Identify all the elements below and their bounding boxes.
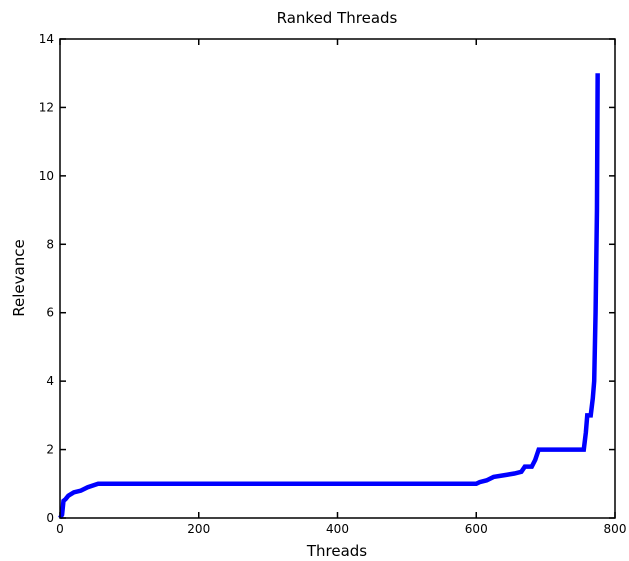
y-tick-label: 8	[46, 237, 54, 251]
axis-tick-labels: 0 200 400 600 800 0 2 4 6 8 10 12 14	[39, 32, 627, 536]
x-axis-label: Threads	[306, 542, 367, 560]
y-tick-label: 0	[46, 511, 54, 525]
y-tick-label: 4	[46, 374, 54, 388]
y-tick-label: 12	[39, 100, 54, 114]
x-tick-label: 200	[187, 522, 210, 536]
x-tick-label: 800	[604, 522, 627, 536]
y-axis-label: Relevance	[10, 239, 28, 316]
y-tick-label: 6	[46, 306, 54, 320]
y-tick-label: 2	[46, 443, 54, 457]
chart-title: Ranked Threads	[277, 9, 398, 27]
series-layer	[58, 73, 600, 520]
y-tick-label: 14	[39, 32, 54, 46]
plot-area-frame	[59, 38, 616, 519]
y-tick-label: 10	[39, 169, 54, 183]
series-line	[58, 73, 600, 520]
x-tick-label: 0	[56, 522, 64, 536]
x-tick-label: 600	[465, 522, 488, 536]
x-tick-label: 400	[326, 522, 349, 536]
